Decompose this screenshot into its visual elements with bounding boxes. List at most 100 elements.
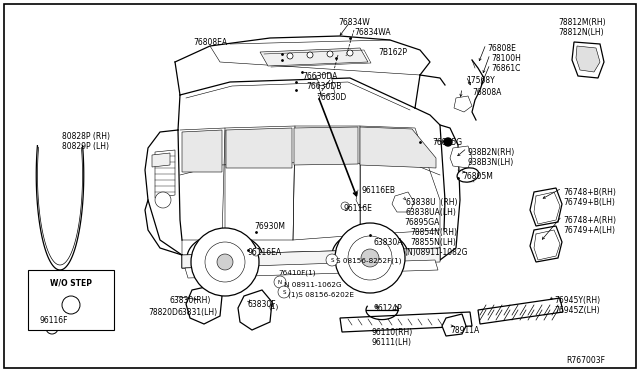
Text: 76945Y(RH): 76945Y(RH) [554, 296, 600, 305]
Text: S: S [330, 257, 333, 263]
Text: 96116EA: 96116EA [248, 248, 282, 257]
Polygon shape [360, 127, 436, 168]
Circle shape [205, 242, 245, 282]
Polygon shape [316, 73, 333, 86]
Text: 76861C: 76861C [491, 64, 520, 73]
Circle shape [287, 53, 293, 59]
Text: 96116F: 96116F [40, 316, 68, 325]
Polygon shape [392, 192, 414, 212]
Text: 78855N(LH): 78855N(LH) [410, 238, 456, 247]
Text: 76930M: 76930M [254, 222, 285, 231]
Text: 78812M(RH): 78812M(RH) [558, 18, 605, 27]
Polygon shape [155, 150, 175, 198]
Circle shape [46, 322, 58, 334]
Polygon shape [182, 248, 440, 268]
Text: 76895GA: 76895GA [404, 218, 440, 227]
Polygon shape [318, 83, 335, 96]
Circle shape [155, 192, 171, 208]
Text: 76630DB: 76630DB [306, 82, 341, 91]
Text: (N)08911-1082G: (N)08911-1082G [404, 248, 467, 257]
Text: 63838UA(LH): 63838UA(LH) [406, 208, 457, 217]
Polygon shape [576, 46, 600, 72]
Text: W/O STEP: W/O STEP [50, 278, 92, 287]
Polygon shape [454, 96, 472, 112]
Text: 96111(LH): 96111(LH) [372, 338, 412, 347]
Polygon shape [294, 127, 358, 165]
Text: 76749+A(LH): 76749+A(LH) [563, 226, 615, 235]
Polygon shape [186, 286, 222, 324]
Text: S: S [282, 289, 285, 295]
Text: N 08911-1062G: N 08911-1062G [284, 282, 342, 288]
Polygon shape [340, 312, 472, 332]
Polygon shape [260, 48, 368, 66]
Text: 76630D: 76630D [316, 93, 346, 102]
Circle shape [62, 296, 80, 314]
Text: 63830(RH): 63830(RH) [170, 296, 211, 305]
Polygon shape [530, 188, 562, 226]
Text: N: N [278, 279, 282, 285]
Text: 63838U  (RH): 63838U (RH) [406, 198, 458, 207]
Circle shape [307, 52, 313, 58]
Text: 76895G: 76895G [432, 138, 462, 147]
Circle shape [361, 249, 379, 267]
Polygon shape [182, 130, 222, 172]
Polygon shape [572, 42, 604, 78]
Circle shape [327, 51, 333, 57]
Text: (1): (1) [268, 304, 278, 311]
Text: 76945Z(LH): 76945Z(LH) [554, 306, 600, 315]
Polygon shape [226, 128, 292, 168]
Circle shape [274, 276, 286, 288]
Text: 78812N(LH): 78812N(LH) [558, 28, 604, 37]
Text: 78820D: 78820D [148, 308, 178, 317]
Polygon shape [478, 298, 563, 324]
Text: 76805M: 76805M [462, 172, 493, 181]
Circle shape [347, 50, 353, 56]
Text: 76748+A(RH): 76748+A(RH) [563, 216, 616, 225]
Circle shape [444, 138, 452, 146]
Bar [28, 270, 114, 330]
Text: 63830F: 63830F [248, 300, 276, 309]
Text: 80828P (RH): 80828P (RH) [62, 132, 110, 141]
Text: 76834WA: 76834WA [354, 28, 390, 37]
Circle shape [217, 254, 233, 270]
Text: 76410F(1): 76410F(1) [278, 270, 316, 276]
Text: 96110(RH): 96110(RH) [372, 328, 413, 337]
Text: 96116E: 96116E [344, 204, 373, 213]
Polygon shape [152, 153, 170, 167]
Circle shape [348, 236, 392, 280]
Circle shape [341, 202, 349, 210]
Polygon shape [185, 260, 438, 278]
Polygon shape [530, 226, 562, 262]
Text: 76630DA: 76630DA [302, 72, 337, 81]
Polygon shape [450, 146, 472, 168]
Text: (1)S 08156-6202E: (1)S 08156-6202E [288, 292, 354, 298]
Text: 938B2N(RH): 938B2N(RH) [467, 148, 515, 157]
Text: 76808E: 76808E [487, 44, 516, 53]
Text: 96124P: 96124P [374, 304, 403, 313]
Polygon shape [442, 314, 466, 336]
Text: 7B162P: 7B162P [378, 48, 407, 57]
Text: 63830A: 63830A [374, 238, 403, 247]
Text: 938B3N(LH): 938B3N(LH) [467, 158, 513, 167]
Text: S 08156-8252F(1): S 08156-8252F(1) [336, 258, 401, 264]
Circle shape [252, 248, 260, 256]
Ellipse shape [457, 168, 479, 182]
Text: 17568Y: 17568Y [466, 76, 495, 85]
Circle shape [326, 254, 338, 266]
Text: 63831(LH): 63831(LH) [178, 308, 218, 317]
Text: 76749+B(LH): 76749+B(LH) [563, 198, 615, 207]
Text: 78100H: 78100H [491, 54, 521, 63]
Text: 76808EA: 76808EA [193, 38, 227, 47]
Circle shape [278, 286, 290, 298]
Text: 76748+B(RH): 76748+B(RH) [563, 188, 616, 197]
Text: 76808A: 76808A [472, 88, 501, 97]
Circle shape [335, 223, 405, 293]
Text: 78911A: 78911A [450, 326, 479, 335]
Text: 80829P (LH): 80829P (LH) [62, 142, 109, 151]
Text: 96116EB: 96116EB [362, 186, 396, 195]
Circle shape [191, 228, 259, 296]
Text: 78854N(RH): 78854N(RH) [410, 228, 457, 237]
Polygon shape [238, 290, 272, 330]
Text: 76834W: 76834W [338, 18, 370, 27]
Text: R767003F: R767003F [566, 356, 605, 365]
